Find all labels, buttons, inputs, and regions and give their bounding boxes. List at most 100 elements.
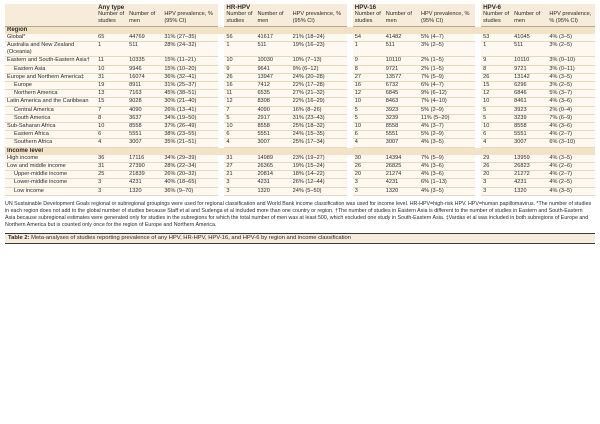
men-cell: 21272 (512, 170, 548, 180)
prevalence-cell: 15% (10–20) (162, 65, 219, 74)
men-cell: 8911 (127, 81, 163, 91)
men-cell: 13577 (383, 73, 419, 83)
studies-cell: 54 (352, 33, 384, 42)
studies-cell: 6 (224, 130, 256, 140)
col-header-men: Number of men (512, 11, 548, 27)
men-cell: 6845 (383, 89, 419, 99)
subregion-label: Eastern Africa (5, 130, 97, 140)
prevalence-cell: 9% (6–12) (418, 89, 475, 99)
studies-cell: 12 (352, 89, 384, 99)
prevalence-cell: 15% (11–21) (162, 56, 219, 66)
prevalence-cell: 4% (3–5) (418, 187, 475, 196)
men-cell: 7163 (127, 89, 163, 99)
prevalence-cell: 31% (23–43) (290, 114, 347, 124)
men-cell: 6732 (383, 81, 419, 91)
prevalence-cell: 4% (3–6) (418, 162, 475, 172)
table-row: Latin America and the Caribbean 15 9028 30%… (5, 97, 595, 107)
prevalence-cell: 4% (3–5) (547, 187, 595, 196)
studies-cell: 3 (96, 187, 128, 196)
table-row: Southern Africa 4 3007 35% (21–51) 4 3007 25% … (5, 138, 595, 148)
men-cell: 3239 (383, 114, 419, 124)
subregion-label: South America (5, 114, 97, 124)
men-cell: 17116 (127, 154, 163, 164)
men-cell: 511 (512, 41, 548, 58)
men-cell: 2917 (255, 114, 291, 124)
subregion-label: Upper-middle income (5, 170, 97, 180)
studies-cell: 10 (96, 122, 128, 132)
prevalence-cell: 18% (14–22) (290, 170, 347, 180)
prevalence-cell: 23% (19–27) (290, 154, 347, 164)
studies-cell: 9 (481, 56, 513, 66)
col-header-prevalence: HPV prevalence, % (95% CI) (162, 11, 219, 27)
studies-cell: 25 (96, 170, 128, 180)
men-cell: 3007 (383, 138, 419, 148)
studies-cell: 3 (352, 187, 384, 196)
prevalence-cell: 7% (5–9) (418, 73, 475, 83)
row-label: Low and middle income (5, 162, 97, 172)
studies-cell: 8 (96, 114, 128, 124)
group-header: Any type (96, 4, 219, 12)
group-header-row: Any type HR-HPV HPV-16 HPV-6 (5, 4, 595, 12)
studies-cell: 6 (481, 130, 513, 140)
men-cell: 8308 (255, 97, 291, 107)
men-cell: 1320 (127, 187, 163, 196)
prevalence-cell: 28% (22–34) (162, 162, 219, 172)
prevalence-cell: 11% (5–20) (418, 114, 475, 124)
men-cell: 41617 (255, 33, 291, 42)
row-label: Eastern and South-Eastern Asia† (5, 56, 97, 66)
row-label: Latin America and the Caribbean (5, 97, 97, 107)
studies-cell: 31 (96, 73, 128, 83)
table-row: Low and middle income 31 27390 28% (22–34) 2… (5, 162, 595, 172)
studies-cell: 4 (96, 138, 128, 148)
prevalence-cell: 3% (2–5) (547, 81, 595, 91)
prevalence-cell: 37% (26–49) (162, 122, 219, 132)
studies-cell: 8 (352, 65, 384, 74)
prevalence-cell: 40% (18–65) (162, 178, 219, 188)
row-label: Europe and Northern America‡ (5, 73, 97, 83)
men-cell: 8463 (383, 97, 419, 107)
prevalence-cell: 9% (6–12) (290, 65, 347, 74)
prevalence-cell: 2% (1–5) (418, 56, 475, 66)
studies-cell: 10 (224, 122, 256, 132)
men-cell: 9721 (512, 65, 548, 74)
men-cell: 13142 (512, 73, 548, 83)
men-cell: 41045 (512, 33, 548, 42)
studies-cell: 3 (224, 187, 256, 196)
subregion-label: Northern America (5, 89, 97, 99)
men-cell: 5551 (383, 130, 419, 140)
prevalence-cell: 7% (4–10) (418, 97, 475, 107)
table-row: Low income 3 1320 36% (9–70) 3 1320 24% (5–50)… (5, 187, 595, 196)
prevalence-cell: 4% (3–5) (547, 33, 595, 42)
prevalence-cell: 4% (3–7) (418, 122, 475, 132)
prevalence-cell: 34% (19–50) (162, 114, 219, 124)
prevalence-cell: 4% (3–5) (547, 154, 595, 164)
prevalence-cell: 38% (23–55) (162, 130, 219, 140)
studies-cell: 11 (96, 56, 128, 66)
prevalence-cell: 24% (5–50) (290, 187, 347, 196)
prevalence-cell: 24% (15–35) (290, 130, 347, 140)
table-row: Upper-middle income 25 21839 26% (20–32) 21 2… (5, 170, 595, 180)
prevalence-cell: 28% (24–32) (162, 41, 219, 58)
studies-cell: 30 (352, 154, 384, 164)
studies-cell: 5 (481, 114, 513, 124)
studies-cell: 31 (224, 154, 256, 164)
table-row: South America 8 3637 34% (19–50) 5 2917 31% (2… (5, 114, 595, 124)
prevalence-cell: 16% (8–26) (290, 106, 347, 115)
table-row: Global* 65 44769 31% (27–35) 56 41617 21% (18–… (5, 33, 595, 42)
col-header-studies: Number of studies (352, 11, 384, 27)
men-cell: 44769 (127, 33, 163, 42)
studies-cell: 16 (224, 81, 256, 91)
studies-cell: 8 (481, 65, 513, 74)
men-cell: 7412 (255, 81, 291, 91)
subregion-label: Central America (5, 106, 97, 115)
table-row: High income 36 17116 34% (29–39) 31 14989 23% … (5, 154, 595, 164)
studies-cell: 10 (352, 97, 384, 107)
studies-cell: 19 (96, 81, 128, 91)
prevalence-cell: 5% (2–9) (418, 130, 475, 140)
studies-cell: 26 (481, 73, 513, 83)
studies-cell: 1 (481, 41, 513, 58)
studies-cell: 1 (352, 41, 384, 58)
prevalence-cell: 26% (20–32) (162, 170, 219, 180)
prevalence-cell: 4% (3–6) (547, 97, 595, 107)
prevalence-cell: 31% (27–35) (162, 33, 219, 42)
